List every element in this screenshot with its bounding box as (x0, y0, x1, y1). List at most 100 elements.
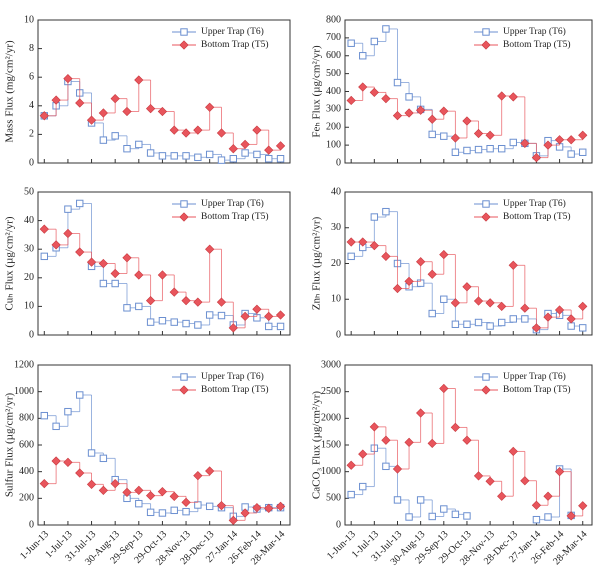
diamond-marker (381, 251, 391, 261)
diamond-marker (181, 296, 191, 306)
square-marker (241, 149, 249, 157)
diamond-marker (252, 503, 262, 513)
diamond-marker (578, 301, 588, 312)
square-marker (111, 279, 119, 288)
diamond-marker (543, 491, 553, 501)
diamond-marker (216, 128, 227, 138)
diamond-marker (228, 323, 238, 333)
square-marker (194, 321, 202, 329)
square-marker (486, 145, 494, 153)
diamond-marker (554, 135, 565, 145)
y-tick-label: 50 (24, 186, 34, 197)
square-marker (135, 499, 143, 508)
square-marker (182, 152, 190, 160)
y-tick-label: 10 (24, 301, 34, 312)
panel: 0 10 20 30 40 50 Cuₕ Flux (µg/cm²/yr) Upper Tra… (4, 186, 291, 340)
square-marker (180, 373, 188, 381)
square-marker (474, 145, 483, 154)
diamond-marker (110, 479, 120, 489)
diamond-marker (497, 91, 507, 101)
y-tick-label: 300 (326, 104, 341, 115)
diamond-marker (381, 94, 391, 104)
y-tick-label: 200 (326, 122, 341, 133)
square-marker (146, 508, 155, 517)
diamond-marker (98, 108, 108, 118)
square-marker (440, 295, 448, 303)
diamond-marker (264, 503, 274, 513)
diamond-marker (179, 40, 189, 50)
legend-label: Bottom Trap (T5) (503, 39, 571, 50)
square-marker (64, 407, 72, 416)
square-marker (482, 200, 490, 208)
y-tick-label: 2000 (321, 413, 341, 424)
square-marker (276, 155, 285, 163)
diamond-marker (110, 268, 120, 279)
y-axis-label: Feₕ Flux (µg/cm²/yr) (311, 45, 323, 138)
legend-label: Upper Trap (T6) (503, 26, 566, 37)
square-marker (180, 200, 188, 208)
y-tick-label: 0 (29, 157, 34, 168)
diamond-marker (252, 125, 262, 135)
diamond-marker (228, 144, 238, 154)
legend-label: Upper Trap (T6) (201, 26, 264, 37)
diamond-marker (392, 464, 403, 474)
diamond-marker (404, 276, 414, 286)
y-tick-label: 500 (326, 493, 341, 504)
square-marker (182, 507, 190, 516)
panel: 0200400600800100012001-Jun-131-Jul-1331-… (4, 359, 291, 568)
square-marker (205, 311, 214, 319)
square-marker (544, 513, 552, 521)
legend-label: Upper Trap (T6) (201, 371, 264, 382)
y-axis-label: Cuₕ Flux (µg/cm²/yr) (4, 216, 16, 310)
diamond-marker (205, 244, 215, 254)
square-marker (40, 411, 48, 420)
y-tick-label: 1500 (321, 439, 341, 450)
square-marker (509, 138, 517, 147)
square-marker (135, 140, 143, 149)
square-marker (474, 318, 483, 327)
diamond-marker (240, 508, 250, 518)
y-tick-label: 800 (326, 14, 341, 25)
diamond-marker (169, 125, 179, 135)
y-tick-label: 30 (331, 222, 341, 233)
square-marker (440, 505, 448, 513)
diamond-marker (346, 95, 356, 106)
square-marker (428, 512, 436, 521)
square-marker (359, 52, 367, 60)
square-marker (382, 462, 390, 471)
square-marker (76, 391, 84, 399)
diamond-marker (481, 40, 491, 50)
square-marker (347, 490, 355, 499)
square-marker (416, 496, 425, 504)
diamond-marker (481, 385, 491, 395)
legend-label: Bottom Trap (T5) (201, 39, 269, 50)
square-marker (463, 146, 471, 155)
diamond-marker (39, 111, 49, 121)
y-tick-label: 200 (19, 493, 34, 504)
y-tick-label: 0 (29, 519, 34, 530)
diamond-marker (358, 237, 368, 247)
square-marker (567, 322, 575, 330)
diamond-marker (63, 228, 73, 239)
diamond-marker (369, 422, 379, 432)
square-marker (123, 145, 131, 153)
diamond-marker (369, 241, 379, 251)
square-marker (99, 136, 108, 144)
diamond-marker (193, 297, 203, 307)
panel: 0 10 20 30 40 Znₕ Flux (µg/cm²/yr) Upper Trap … (311, 186, 593, 340)
diamond-marker (543, 312, 553, 322)
diamond-marker (531, 153, 542, 163)
diamond-marker (427, 114, 437, 124)
diamond-marker (481, 212, 491, 222)
diamond-marker (240, 139, 250, 150)
diamond-marker (416, 105, 426, 115)
square-marker (393, 496, 402, 504)
diamond-marker (392, 283, 403, 294)
y-tick-label: 2500 (321, 386, 341, 397)
diamond-marker (275, 310, 286, 320)
y-tick-label: 1000 (321, 466, 341, 477)
diamond-marker (216, 297, 227, 307)
y-tick-label: 500 (326, 68, 341, 79)
y-tick-label: 10 (331, 294, 341, 305)
diamond-marker (543, 140, 553, 150)
